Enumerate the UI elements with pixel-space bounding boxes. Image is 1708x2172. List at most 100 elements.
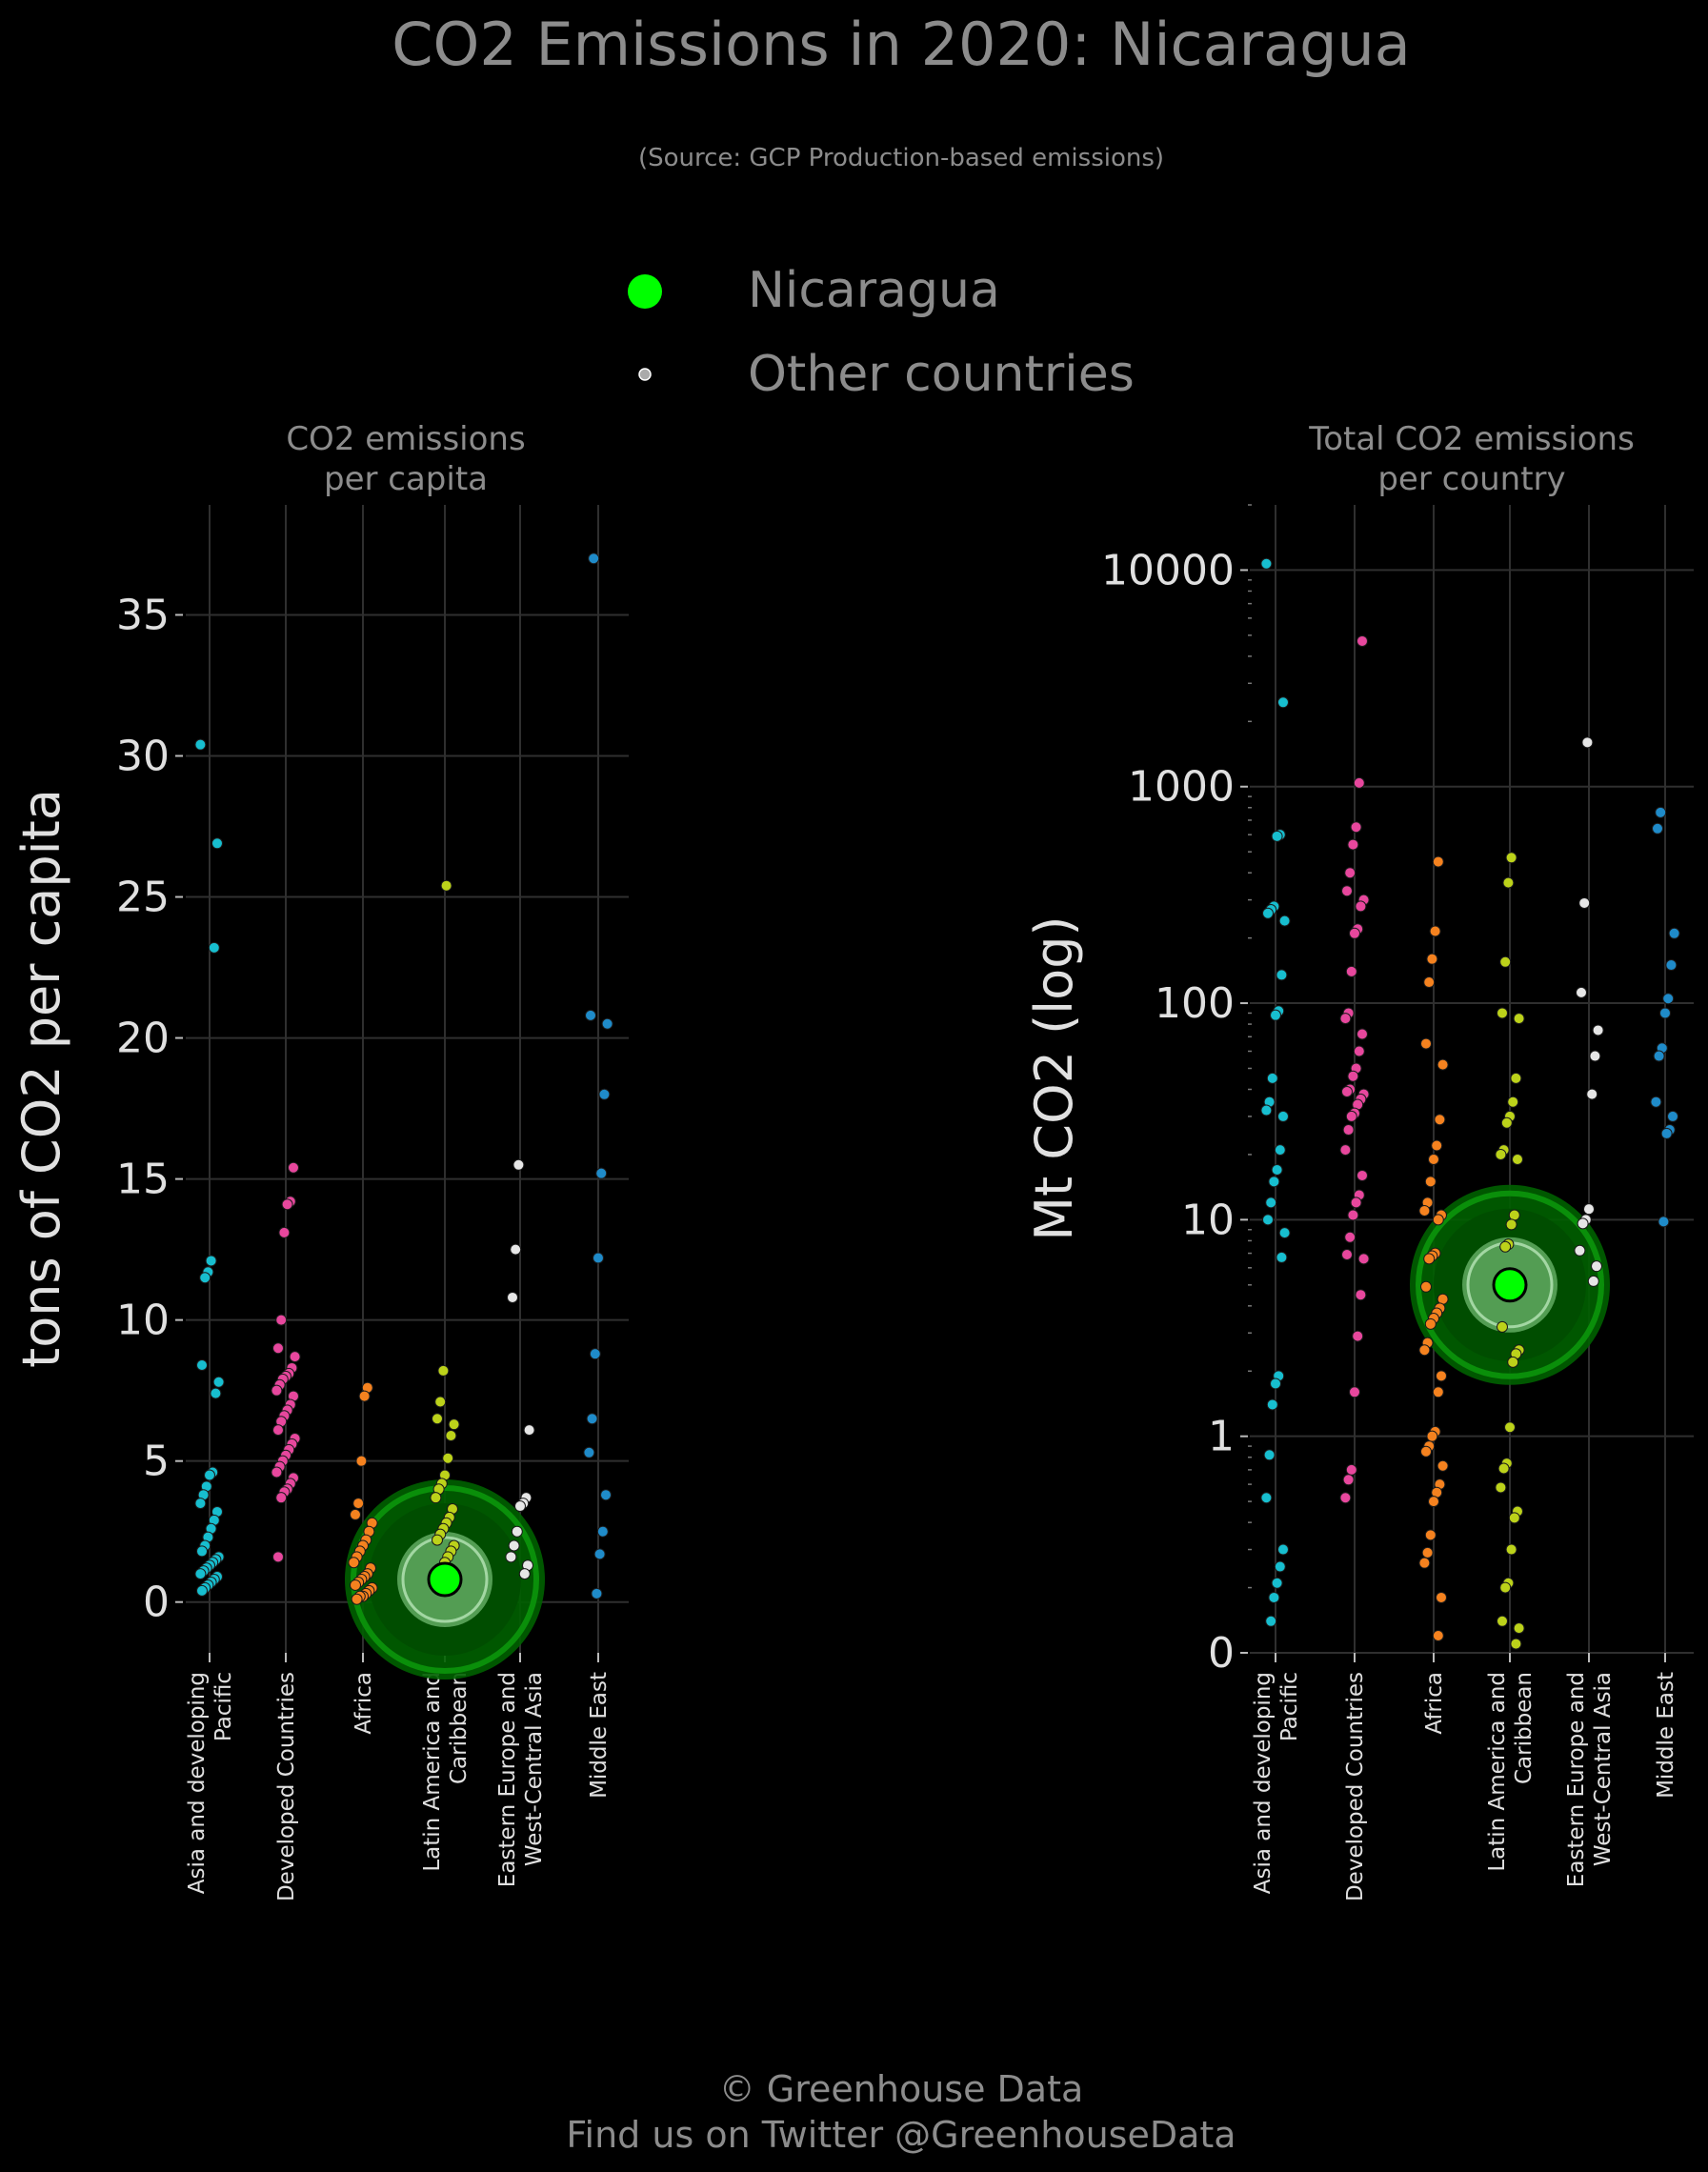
data-point xyxy=(1339,1144,1352,1156)
data-point xyxy=(1583,1203,1595,1216)
data-point xyxy=(1339,1013,1352,1025)
data-point xyxy=(442,1452,454,1464)
x-tick-label-line: West-Central Asia xyxy=(522,1672,547,1866)
data-point xyxy=(1424,1176,1437,1188)
data-point xyxy=(1341,885,1353,897)
data-point xyxy=(1357,1253,1370,1265)
data-point xyxy=(1432,1214,1444,1226)
total-emissions-panel: Total CO2 emissions per country 0 1 10 100 100… xyxy=(1024,420,1694,1901)
data-point xyxy=(601,1017,613,1030)
data-point xyxy=(1426,1430,1438,1442)
data-point xyxy=(583,1446,595,1458)
data-point xyxy=(212,1376,225,1388)
data-point xyxy=(1499,1240,1512,1253)
data-point xyxy=(1278,915,1291,927)
data-point xyxy=(1505,1218,1517,1231)
data-point xyxy=(1502,876,1515,889)
data-point xyxy=(1658,1216,1670,1228)
data-point xyxy=(1576,986,1587,998)
y-tick-label: 20 xyxy=(116,1015,170,1063)
data-point xyxy=(1510,1638,1522,1650)
data-point xyxy=(1507,1096,1519,1108)
data-point xyxy=(440,879,452,892)
data-point xyxy=(430,1492,442,1504)
x-tick-label-line: Africa xyxy=(1422,1672,1447,1735)
y-tick-label: 10 xyxy=(1181,1196,1235,1244)
legend-highlight-label: Nicaragua xyxy=(748,262,1000,319)
data-point xyxy=(194,1568,207,1580)
data-point xyxy=(1513,1013,1525,1025)
data-point xyxy=(589,1348,601,1360)
data-point xyxy=(1278,1227,1291,1239)
data-point xyxy=(1499,955,1512,968)
data-point xyxy=(1505,1543,1517,1556)
data-point xyxy=(1270,1009,1281,1021)
data-point xyxy=(510,1243,522,1256)
panel-title-line: per capita xyxy=(324,460,488,498)
data-point xyxy=(358,1390,371,1402)
data-point xyxy=(1432,1386,1444,1398)
x-tick-label-line: Caribbean xyxy=(447,1672,472,1784)
data-point xyxy=(1350,1197,1362,1209)
data-point xyxy=(1432,1630,1444,1642)
y-tick-label: 1000 xyxy=(1128,763,1235,812)
data-point xyxy=(1497,1462,1510,1475)
data-point xyxy=(1268,1591,1280,1603)
x-tick-label-line: Caribbean xyxy=(1512,1672,1537,1784)
data-point xyxy=(1277,1543,1289,1556)
data-point xyxy=(1342,1474,1355,1486)
data-point xyxy=(1574,1244,1586,1257)
panel-title: Total CO2 emissions per country xyxy=(1308,420,1635,498)
data-point xyxy=(1260,1492,1273,1504)
data-point xyxy=(432,1534,443,1546)
data-point xyxy=(511,1525,523,1538)
data-point xyxy=(196,1545,208,1558)
data-point xyxy=(289,1351,301,1363)
data-point xyxy=(1505,852,1517,864)
data-point xyxy=(1270,1378,1281,1390)
data-point xyxy=(505,1551,517,1563)
x-tick-label: Middle East xyxy=(587,1672,612,1799)
data-point xyxy=(1421,1546,1434,1559)
chart-subtitle: (Source: GCP Production-based emissions) xyxy=(638,144,1164,172)
footer-copyright: © Greenhouse Data xyxy=(719,2068,1084,2110)
x-tick-label-line: Africa xyxy=(352,1672,376,1735)
data-point xyxy=(598,1088,611,1100)
data-point xyxy=(272,1342,284,1355)
data-point xyxy=(1653,1050,1665,1062)
y-tick-label: 25 xyxy=(116,874,170,922)
data-point xyxy=(1428,1154,1439,1166)
data-point xyxy=(1418,1344,1431,1357)
data-point xyxy=(1500,1116,1513,1129)
legend-others-label: Other countries xyxy=(748,346,1135,403)
data-point xyxy=(523,1424,535,1437)
x-tick-label-line: West-Central Asia xyxy=(1591,1672,1616,1866)
data-point xyxy=(432,1413,443,1425)
data-point xyxy=(199,1272,211,1284)
per-capita-panel: CO2 emissions per capita 0 5 10 15 20 25 30 35 Asi… xyxy=(11,420,629,1901)
data-point xyxy=(194,738,207,751)
data-point xyxy=(1277,1110,1289,1122)
data-point xyxy=(1356,634,1368,647)
data-point xyxy=(518,1568,531,1580)
data-point xyxy=(271,1466,283,1478)
data-point xyxy=(1512,1154,1523,1166)
legend-others-marker xyxy=(638,368,652,381)
data-point xyxy=(1356,1169,1368,1181)
x-tick-label: Developed Countries xyxy=(274,1672,299,1901)
data-point xyxy=(1276,969,1288,981)
data-point xyxy=(1424,1317,1437,1330)
x-tick-label: Eastern Europe andWest-Central Asia xyxy=(1564,1672,1616,1887)
data-point xyxy=(1271,1577,1283,1589)
data-point xyxy=(1345,1463,1357,1476)
y-tick-label: 15 xyxy=(116,1156,170,1204)
data-point xyxy=(205,1255,217,1267)
data-point xyxy=(1353,776,1365,789)
data-point xyxy=(1499,1581,1512,1594)
data-point xyxy=(1345,1110,1357,1122)
data-point xyxy=(1350,821,1362,834)
x-tick-label: Asia and developingPacific xyxy=(1251,1672,1302,1894)
data-point xyxy=(1591,1260,1602,1273)
data-point xyxy=(1507,1356,1519,1368)
y-tick-label: 10000 xyxy=(1101,546,1235,594)
